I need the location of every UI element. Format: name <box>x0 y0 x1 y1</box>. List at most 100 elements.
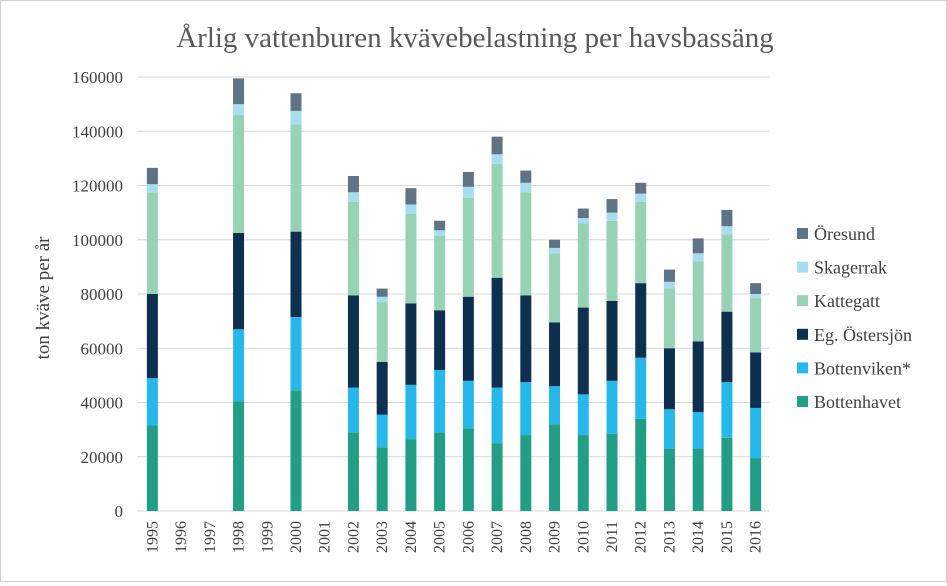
bar-segment <box>635 357 647 419</box>
bar-segment <box>635 418 647 511</box>
bar-segment <box>692 341 704 412</box>
bar-segment <box>721 234 733 312</box>
legend-label: Eg. Östersjön <box>814 325 912 345</box>
bar-segment <box>405 439 417 511</box>
x-tick-label: 2009 <box>547 521 564 553</box>
y-tick-label: 20000 <box>81 448 124 467</box>
x-tick-label: 2004 <box>403 521 420 553</box>
y-tick-label: 100000 <box>72 231 123 250</box>
bar-segment <box>520 382 532 436</box>
legend-label: Öresund <box>814 224 875 244</box>
bar-segment <box>606 380 618 434</box>
x-tick-label: 2001 <box>317 521 334 553</box>
bar-segment <box>549 424 561 511</box>
bar-segment <box>462 428 474 511</box>
bar-segment <box>635 193 647 202</box>
bar-segment <box>663 281 675 289</box>
bar-segment <box>721 382 733 438</box>
x-tick-label: 1998 <box>231 521 248 553</box>
x-tick-label: 2002 <box>345 521 362 553</box>
bar-segment <box>549 253 561 323</box>
y-tick-label: 0 <box>115 502 124 521</box>
bar-segment <box>635 201 647 284</box>
bar-segment <box>750 458 762 511</box>
bar-segment <box>347 432 359 511</box>
bar-segment <box>376 288 388 297</box>
bar-segment <box>290 110 302 125</box>
bar-segment <box>290 231 302 318</box>
y-tick-label: 140000 <box>72 122 123 141</box>
bar-segment <box>290 317 302 391</box>
legend-label: Bottenviken* <box>814 358 911 378</box>
bar-segment <box>520 435 532 511</box>
bar-segment <box>692 238 704 254</box>
x-tick-label: 1995 <box>144 521 161 553</box>
bar-segment <box>347 201 359 296</box>
bar-segment <box>434 369 446 433</box>
bar-segment <box>549 247 561 254</box>
bar-segment <box>233 104 245 115</box>
y-tick-label: 40000 <box>81 394 124 413</box>
bar-segment <box>663 348 675 410</box>
bar-segment <box>606 433 618 511</box>
bar-segment <box>663 288 675 349</box>
bar-segment <box>376 414 388 448</box>
bar-segment <box>347 176 359 193</box>
bar-segment <box>491 277 503 388</box>
bar-segment <box>462 197 474 297</box>
bar-segment <box>692 253 704 262</box>
bar-segment <box>290 124 302 232</box>
y-tick-label: 80000 <box>81 285 124 304</box>
bar-segment <box>606 220 618 301</box>
legend-swatch <box>797 328 808 340</box>
bar-segment <box>692 261 704 342</box>
bar-segment <box>491 163 503 278</box>
legend-swatch <box>797 295 808 307</box>
x-axis-tick-labels: 1995 1996 1997 1998 1999 2000 2001 2002 2003 2004… <box>144 521 764 553</box>
bar-segment <box>376 296 388 303</box>
bar-segment <box>146 425 158 511</box>
bar-segment <box>750 283 762 294</box>
bar-segment <box>577 218 589 224</box>
bar-segment <box>635 182 647 194</box>
bar-segment <box>520 182 532 193</box>
bar-segment <box>721 437 733 511</box>
bar-segment <box>405 303 417 385</box>
x-tick-label: 2010 <box>575 521 592 553</box>
bar-segment <box>520 192 532 296</box>
bar-segment <box>577 435 589 511</box>
bar-segment <box>434 235 446 311</box>
bar-segment <box>146 184 158 193</box>
bar-segment <box>290 390 302 511</box>
bar-segment <box>520 295 532 383</box>
x-tick-label: 1997 <box>202 521 219 553</box>
bar-segment <box>405 384 417 440</box>
bar-segment <box>290 93 302 111</box>
bar-segment <box>577 208 589 219</box>
x-tick-label: 2011 <box>604 521 621 552</box>
legend-label: Kattegatt <box>814 291 880 311</box>
bar-segment <box>750 352 762 408</box>
bar-segment <box>491 154 503 164</box>
bar-segment <box>376 361 388 415</box>
bar-segment <box>750 298 762 353</box>
bar-segment <box>146 192 158 294</box>
bar-segment <box>577 223 589 308</box>
bar-segment <box>606 199 618 213</box>
legend-swatch <box>797 362 808 374</box>
bar-segment <box>549 386 561 425</box>
bar-segment <box>347 295 359 388</box>
x-tick-label: 2015 <box>719 521 736 553</box>
y-axis-label: ton kväve per år <box>33 236 54 360</box>
legend-swatch <box>797 228 808 239</box>
x-tick-label: 1996 <box>173 521 190 553</box>
bar-segment <box>434 432 446 511</box>
bar-segment <box>434 220 446 231</box>
bar-segment <box>520 170 532 183</box>
legend-swatch <box>797 261 808 273</box>
bar-segment <box>721 311 733 383</box>
bar-segment <box>692 448 704 511</box>
bar-segment <box>233 329 245 402</box>
